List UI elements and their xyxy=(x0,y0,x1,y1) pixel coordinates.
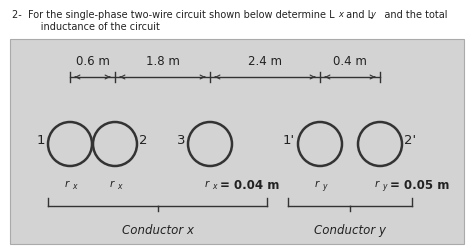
Text: 1': 1' xyxy=(283,133,295,146)
Text: x: x xyxy=(72,181,76,190)
Text: 1: 1 xyxy=(36,133,45,146)
Text: x: x xyxy=(117,181,121,190)
Text: 2: 2 xyxy=(139,133,147,146)
Text: Conductor x: Conductor x xyxy=(121,223,193,236)
Text: 0.6 m: 0.6 m xyxy=(75,55,109,68)
Text: 2': 2' xyxy=(404,133,416,146)
Text: and L: and L xyxy=(343,10,373,20)
Text: r: r xyxy=(315,178,319,188)
Text: = 0.04 m: = 0.04 m xyxy=(220,178,279,191)
Text: r: r xyxy=(205,178,209,188)
Text: y: y xyxy=(322,181,326,190)
Text: y: y xyxy=(370,10,375,19)
Text: 2-  For the single-phase two-wire circuit shown below determine L: 2- For the single-phase two-wire circuit… xyxy=(12,10,335,20)
Text: y: y xyxy=(382,181,386,190)
Text: r: r xyxy=(65,178,69,188)
Text: inductance of the circuit: inductance of the circuit xyxy=(22,22,160,32)
Bar xyxy=(10,40,464,244)
Text: x: x xyxy=(212,181,216,190)
Text: and the total: and the total xyxy=(375,10,447,20)
Text: x: x xyxy=(338,10,343,19)
Text: r: r xyxy=(110,178,114,188)
Text: 3: 3 xyxy=(176,133,185,146)
Text: 2.4 m: 2.4 m xyxy=(248,55,282,68)
Text: Conductor y: Conductor y xyxy=(314,223,386,236)
Text: r: r xyxy=(375,178,379,188)
Text: = 0.05 m: = 0.05 m xyxy=(390,178,449,191)
Text: 1.8 m: 1.8 m xyxy=(146,55,180,68)
Text: 0.4 m: 0.4 m xyxy=(333,55,367,68)
